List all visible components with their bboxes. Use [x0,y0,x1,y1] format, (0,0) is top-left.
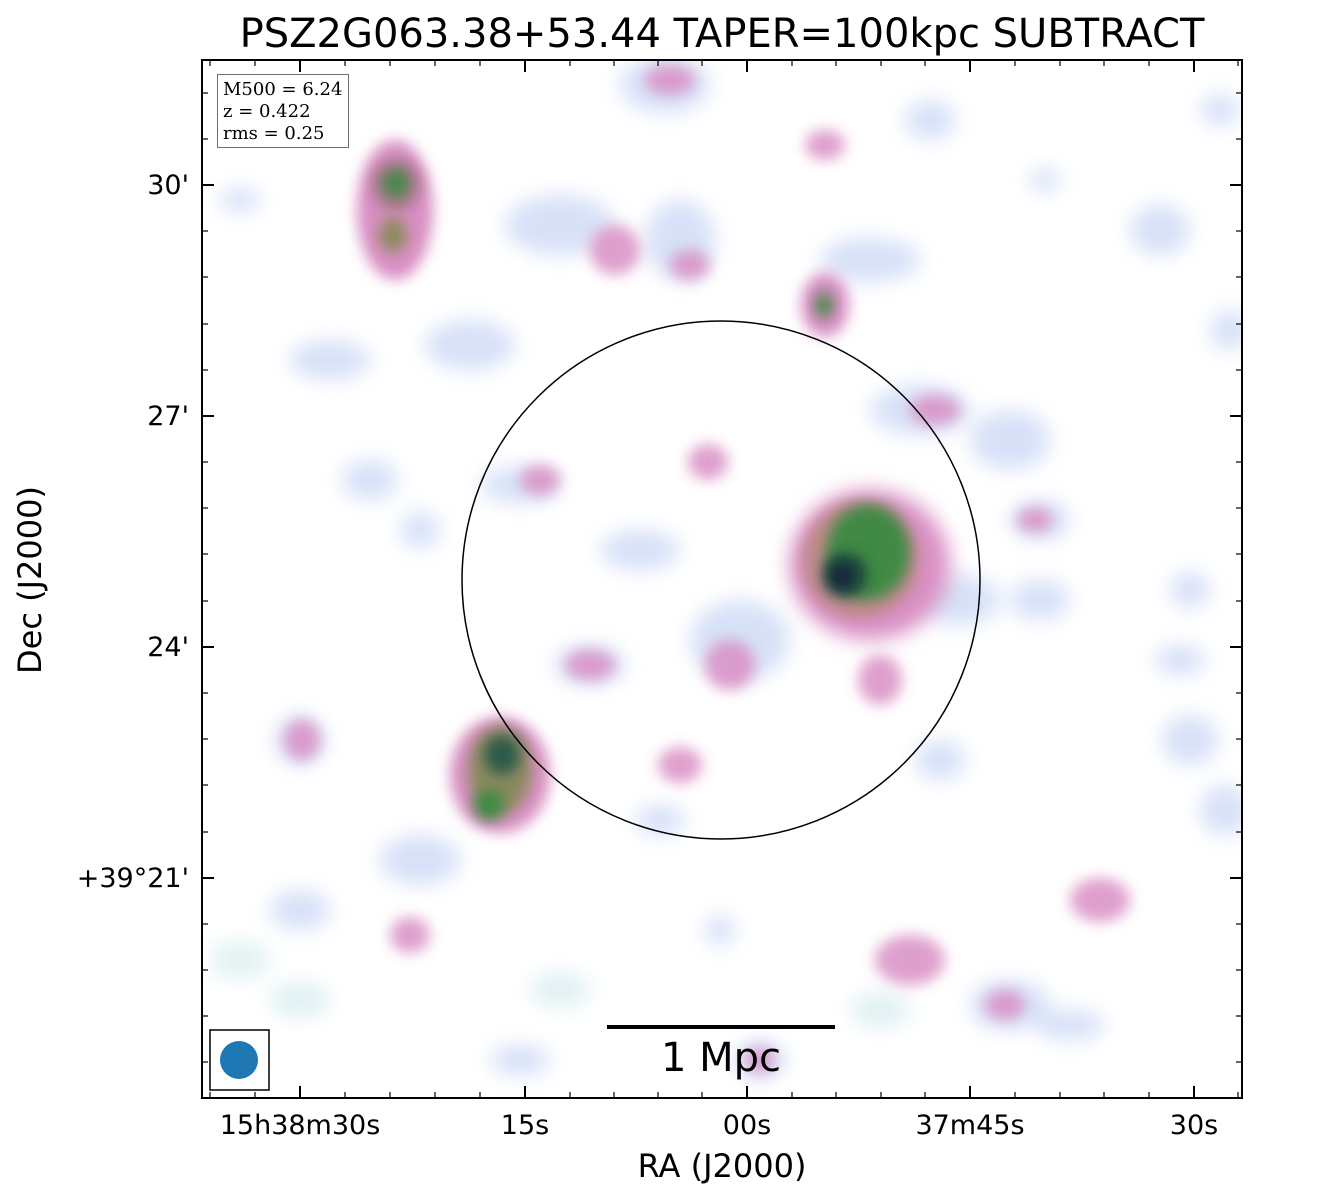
info-box: M500 = 6.24 z = 0.422 rms = 0.25 [217,74,350,148]
major-ticks [202,60,1242,1098]
emission-map [202,60,1242,1098]
r500-circle [461,320,981,840]
figure-title: PSZ2G063.38+53.44 TAPER=100kpc SUBTRACT [239,11,1205,57]
rms-label: rms = 0.25 [223,123,325,144]
x-tick-label: 15h38m30s [219,1110,381,1141]
x-tick-label: 37m45s [915,1110,1025,1141]
y-tick-label: 27' [147,401,189,432]
redshift-label: z = 0.422 [223,101,311,122]
source-north-west [357,140,433,280]
mass-label: M500 = 6.24 [223,79,343,100]
y-tick-label: 24' [147,632,189,663]
pink-emission [284,65,1130,1072]
x-tick-label: 30s [1169,1110,1219,1141]
minor-ticks [202,60,1242,1098]
source-central [790,490,950,640]
source-north [801,273,849,337]
source-south-west [450,717,550,833]
beam-ellipse [220,1041,258,1079]
beam-indicator [209,1029,270,1091]
y-tick-label: +39°21' [76,863,189,894]
x-axis-label: RA (J2000) [637,1147,807,1185]
y-tick-label: 30' [147,170,189,201]
plot-frame [201,59,1243,1099]
y-axis-label: Dec (J2000) [11,486,49,674]
scale-bar-label: 1 Mpc [660,1035,782,1081]
x-tick-label: 15s [500,1110,550,1141]
x-tick-label: 00s [722,1110,772,1141]
